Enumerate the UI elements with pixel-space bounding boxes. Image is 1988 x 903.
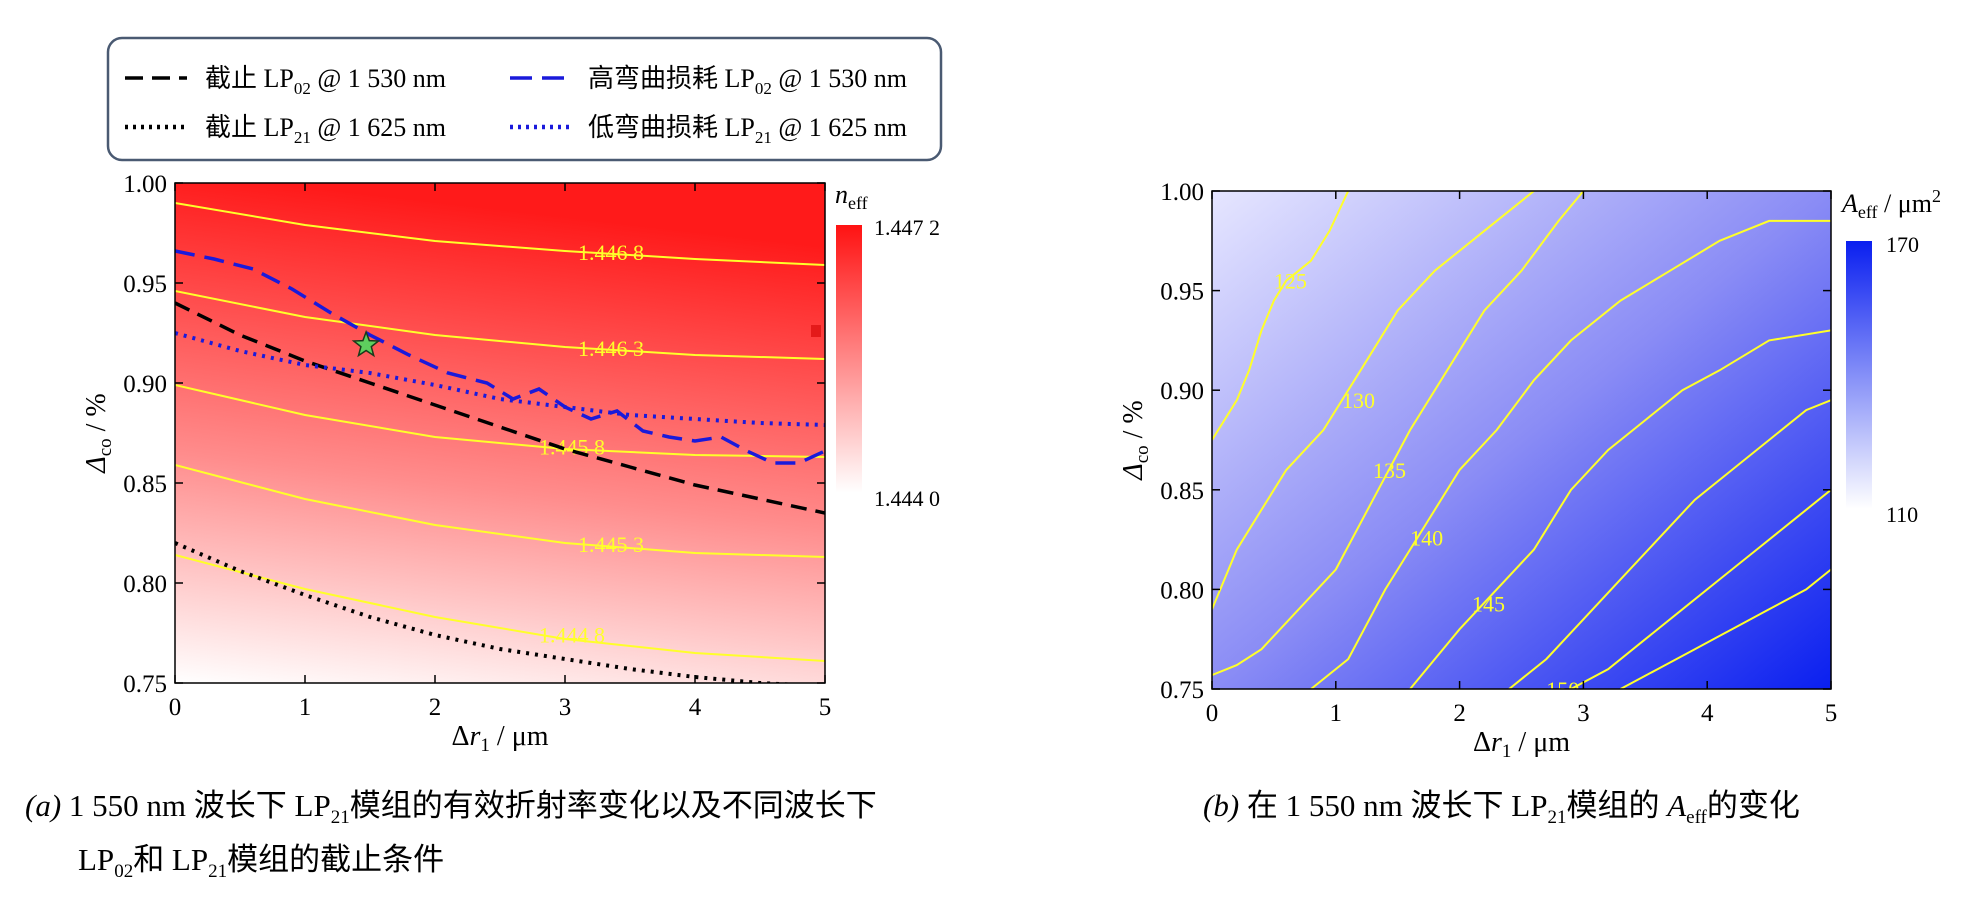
panel-a-colorbar-min: 1.444 0 bbox=[874, 486, 940, 511]
caption-a-tail: 模组的截止条件 bbox=[227, 842, 445, 877]
panel-b-xlabel: Δr1 / μm bbox=[1473, 727, 1570, 762]
panel-b-contour-label-0: 125 bbox=[1274, 269, 1307, 294]
panel-b-xtick-label: 1 bbox=[1330, 700, 1343, 727]
panel-a-contour-label-1: 1.446 3 bbox=[578, 336, 644, 361]
panel-b-contour-1 bbox=[1212, 191, 1535, 610]
caption-b-a: A bbox=[1667, 788, 1687, 823]
caption-a-lp21-sub: 21 bbox=[208, 861, 228, 883]
panel-a-contour-1 bbox=[175, 290, 825, 360]
panel-b-contour-label-5: 150 bbox=[1546, 677, 1579, 702]
panel-b-contour-label-1: 130 bbox=[1342, 388, 1375, 413]
panel-b-xtick-label: 2 bbox=[1453, 700, 1466, 727]
panel-b-contour-2 bbox=[1212, 191, 1585, 677]
caption-b-a-sub: eff bbox=[1686, 807, 1707, 829]
legend-label-1: 高弯曲损耗 LP02 @ 1 530 nm bbox=[588, 64, 907, 98]
caption-a-text: 1 550 nm 波长下 LP bbox=[61, 788, 331, 823]
panel-a: 1.446 8 1.446 3 1.445 8 1.445 3 1.444 8 0 1 2 3… bbox=[81, 171, 940, 756]
panel-b-contour-6 bbox=[1570, 489, 1831, 689]
panel-b-ylabel: Δco / % bbox=[1118, 400, 1153, 480]
panel-a-heatmap bbox=[175, 183, 825, 683]
panel-b-ytick-label: 0.75 bbox=[1160, 677, 1204, 704]
legend-label-2: 截止 LP21 @ 1 625 nm bbox=[205, 113, 446, 147]
panel-b-colorbar bbox=[1846, 241, 1872, 509]
caption-a-line2: LP02和 LP21模组的截止条件 bbox=[78, 838, 444, 894]
panel-b-xtick-label: 3 bbox=[1577, 700, 1590, 727]
caption-a-text2: 模组的有效折射率变化以及不同波长下 bbox=[349, 788, 877, 823]
caption-b-text: 在 1 550 nm 波长下 LP bbox=[1239, 788, 1548, 823]
panel-a-colorbar bbox=[836, 225, 862, 493]
panel-a-contour-2 bbox=[175, 384, 825, 458]
panel-b-xtick-label: 4 bbox=[1701, 700, 1714, 727]
legend: 截止 LP02 @ 1 530 nm 高弯曲损耗 LP02 @ 1 530 nm 截… bbox=[106, 36, 943, 162]
panel-a-series-blue-dotted bbox=[175, 331, 825, 427]
panel-a-xtick-label: 5 bbox=[819, 694, 832, 721]
panel-a-ytick-label: 0.75 bbox=[123, 671, 167, 698]
caption-a-lp02-sub: 02 bbox=[114, 861, 134, 883]
panel-a-series-black-dotted bbox=[175, 541, 800, 683]
panel-b-ytick-label: 0.90 bbox=[1160, 378, 1204, 405]
panel-a-xtick-label: 1 bbox=[299, 694, 312, 721]
panel-a-contour-label-4: 1.444 8 bbox=[539, 623, 605, 648]
panel-a-colorbar-label: neff bbox=[835, 180, 868, 213]
caption-a-lp02: LP bbox=[78, 842, 115, 877]
panel-b-colorbar-min: 110 bbox=[1886, 502, 1918, 527]
panel-a-xtick-label: 4 bbox=[689, 694, 702, 721]
panel-a-side-marker bbox=[811, 325, 821, 337]
panel-b-contour-label-4: 145 bbox=[1472, 591, 1505, 616]
panel-b-contour-5 bbox=[1508, 399, 1831, 689]
panel-b-contour-7 bbox=[1620, 568, 1831, 689]
panel-a-ytick-label: 0.90 bbox=[123, 371, 167, 398]
panel-b-xtick-label: 0 bbox=[1206, 700, 1219, 727]
panel-a-xtick-label: 3 bbox=[559, 694, 572, 721]
panel-b-ytick-label: 0.85 bbox=[1160, 478, 1204, 505]
caption-b-sub: 21 bbox=[1547, 807, 1567, 829]
panel-a-ytick-label: 0.95 bbox=[123, 271, 167, 298]
panel-b-contour-0 bbox=[1212, 191, 1350, 441]
panel-a-xtick-label: 2 bbox=[429, 694, 442, 721]
caption-a-tag: (a) bbox=[25, 788, 62, 823]
panel-a-xtick-label: 0 bbox=[169, 694, 182, 721]
panel-b-contour-label-2: 135 bbox=[1373, 458, 1406, 483]
panel-a-ytick-label: 1.00 bbox=[123, 171, 167, 198]
panel-a-ytick-label: 0.80 bbox=[123, 571, 167, 598]
panel-a-contour-label-2: 1.445 8 bbox=[539, 435, 605, 460]
caption-a-line1: (a) 1 550 nm 波长下 LP21模组的有效折射率变化以及不同波长下 bbox=[25, 784, 877, 840]
panel-b-ytick-label: 1.00 bbox=[1160, 179, 1204, 206]
panel-a-ylabel: Δco / % bbox=[81, 393, 116, 473]
caption-a-sub: 21 bbox=[330, 807, 350, 829]
caption-b: (b) 在 1 550 nm 波长下 LP21模组的 Aeff的变化 bbox=[1203, 784, 1800, 840]
panel-a-contour-label-3: 1.445 3 bbox=[578, 532, 644, 557]
panel-b-contour-label-6: 155 bbox=[1621, 731, 1654, 756]
panel-a-xlabel: Δr1 / μm bbox=[452, 721, 549, 756]
legend-label-0: 截止 LP02 @ 1 530 nm bbox=[205, 64, 446, 98]
legend-label-3: 低弯曲损耗 LP21 @ 1 625 nm bbox=[588, 113, 907, 147]
panel-a-contour-label-0: 1.446 8 bbox=[578, 240, 644, 265]
caption-b-mid: 模组的 bbox=[1566, 788, 1668, 823]
panel-b-colorbar-max: 170 bbox=[1886, 232, 1919, 257]
panel-b-frame bbox=[1211, 190, 1832, 690]
panel-a-series-blue-dashed bbox=[175, 249, 825, 465]
legend-box bbox=[106, 36, 943, 162]
panel-b-contour-4 bbox=[1409, 329, 1831, 689]
panel-a-colorbar-max: 1.447 2 bbox=[874, 215, 940, 240]
panel-b-colorbar-label: Aeff / μm2 bbox=[1840, 186, 1941, 222]
panel-a-contour-0 bbox=[175, 202, 825, 266]
panel-a-ytick-label: 0.85 bbox=[123, 471, 167, 498]
panel-b-contour-label-3: 140 bbox=[1410, 526, 1443, 551]
panel-a-frame bbox=[174, 182, 826, 684]
panel-b-ytick-label: 0.95 bbox=[1160, 279, 1204, 306]
caption-b-tag: (b) bbox=[1203, 788, 1240, 823]
caption-a-and: 和 LP bbox=[133, 842, 209, 877]
panel-b-contour-3 bbox=[1310, 219, 1831, 689]
caption-b-tail: 的变化 bbox=[1706, 788, 1800, 823]
panel-a-contour-4 bbox=[175, 554, 825, 662]
panel-a-star-marker bbox=[351, 329, 381, 358]
panel-a-contour-3 bbox=[175, 464, 825, 558]
panel-b-ytick-label: 0.80 bbox=[1160, 577, 1204, 604]
panel-b-xtick-label: 5 bbox=[1825, 700, 1838, 727]
